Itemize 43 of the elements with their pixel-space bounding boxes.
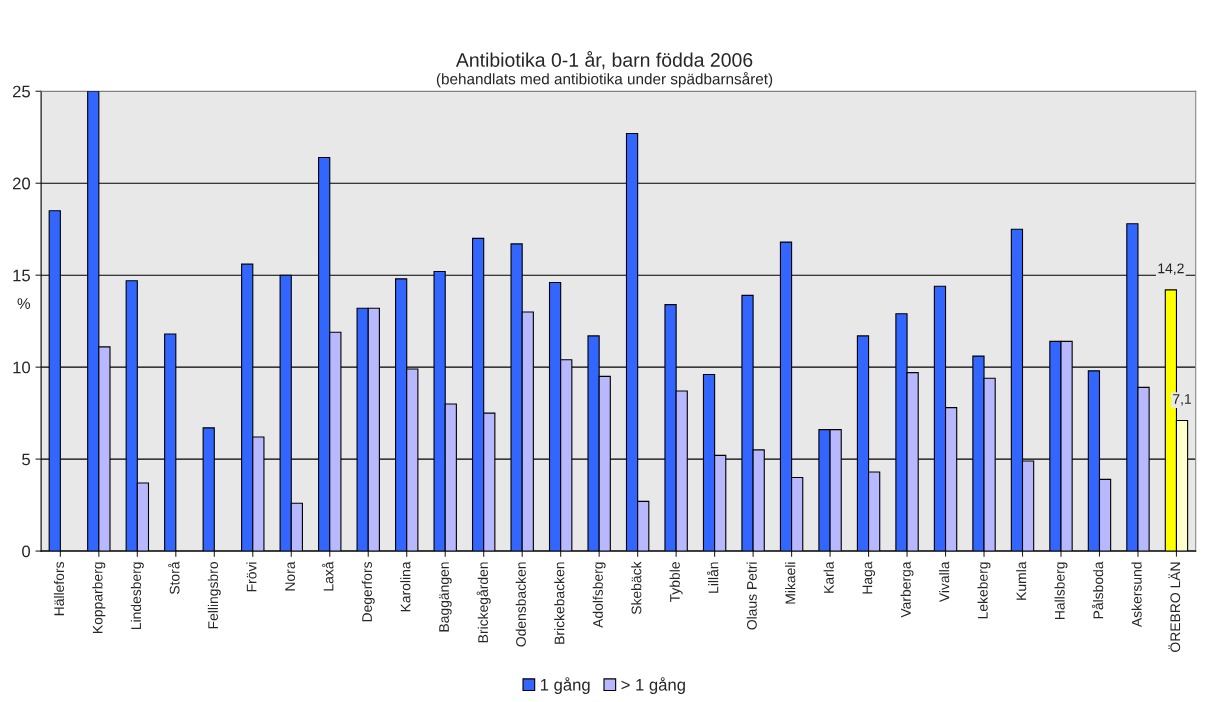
y-tick-label: 15 (13, 269, 30, 282)
x-tick-label: Baggängen (439, 562, 452, 632)
x-tick-label: Lillån (707, 562, 719, 593)
data-label: 14,2 (1158, 263, 1184, 275)
x-tick-label: Brickegården (476, 562, 491, 643)
x-tick-label: Kopparberg (92, 562, 106, 633)
x-tick-label: Frövi (246, 562, 257, 592)
x-tick-label: Skebäck (631, 561, 642, 615)
x-tick-label: Odensbacken (515, 562, 526, 647)
x-tick-label: Tybble (669, 562, 683, 603)
x-tick-label: Varberga (900, 561, 914, 618)
y-tick-label: 10 (13, 361, 31, 374)
x-tick-label: Laxå (322, 561, 334, 591)
y-tick-label: 25 (12, 85, 30, 98)
x-tick-label: Lindesberg (130, 562, 144, 630)
x-tick-label: Brickebacken (554, 562, 565, 644)
x-tick-label: Olaus Petri (746, 562, 757, 630)
y-tick-label: 5 (22, 453, 30, 466)
x-tick-label: Vivalla (939, 561, 950, 603)
x-tick-label: Mikaeli (785, 562, 796, 604)
x-tick-label: Haga (862, 561, 876, 594)
y-tick-label: 0 (22, 545, 31, 558)
x-tick-label: Nora (285, 561, 295, 591)
y-tick-label: 20 (12, 177, 31, 190)
x-tick-label: Lekeberg (977, 562, 991, 619)
data-label: 7,1 (1173, 394, 1192, 406)
x-tick-label: Degerfors (361, 561, 375, 622)
x-tick-label: Kumla (1016, 561, 1027, 600)
y-axis-title: % (17, 298, 31, 309)
x-tick-label: Karolina (400, 561, 411, 612)
x-tick-label: Pålsboda (1091, 561, 1104, 619)
legend-label: > 1 gång (621, 677, 685, 695)
x-tick-label: Askersund (1131, 562, 1142, 628)
chart-title: Antibiotika 0-1 år, barn födda 2006 (455, 51, 753, 70)
x-tick-label: Hällefors (53, 561, 65, 616)
x-tick-label: ÖREBRO LÄN (1168, 562, 1181, 652)
x-tick-label: Hallsberg (1054, 562, 1068, 620)
x-tick-label: Adolfsberg (592, 562, 606, 628)
x-tick-label: Karla (823, 561, 834, 593)
legend-label: 1 gång (540, 677, 590, 695)
x-tick-label: Storå (168, 561, 180, 595)
x-tick-label: Fellingsbro (207, 562, 221, 629)
chart-subtitle: (behandlats med antibiotika under spädbarnsåret) (436, 71, 773, 88)
